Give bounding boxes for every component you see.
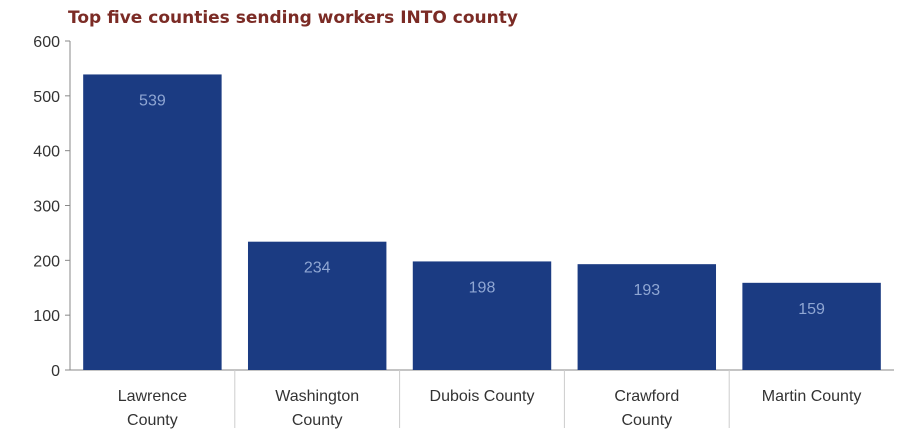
y-tick-label: 600 — [33, 34, 60, 51]
category-label: Crawford — [614, 388, 679, 405]
y-tick-label: 300 — [33, 199, 60, 216]
bar — [412, 261, 552, 370]
bar-data-label: 159 — [798, 301, 825, 318]
category-label: County — [292, 412, 343, 429]
chart-title: Top five counties sending workers INTO c… — [68, 8, 518, 28]
y-tick-label: 0 — [51, 363, 60, 380]
chart-bars — [83, 74, 881, 370]
category-label: County — [621, 412, 672, 429]
bar-data-label: 198 — [469, 279, 496, 296]
category-label: Lawrence — [118, 388, 187, 405]
y-tick-label: 200 — [33, 253, 60, 270]
bar-data-label: 193 — [633, 282, 660, 299]
bar — [83, 74, 222, 370]
bar-data-label: 234 — [304, 260, 331, 277]
bar-data-label: 539 — [139, 92, 166, 109]
category-label: Martin County — [762, 388, 862, 405]
y-tick-label: 400 — [33, 144, 60, 161]
y-tick-label: 500 — [33, 89, 60, 106]
bar — [742, 282, 881, 370]
bar — [577, 264, 717, 370]
category-label: Washington — [275, 388, 359, 405]
category-label: Dubois County — [430, 388, 535, 405]
category-label: County — [127, 412, 178, 429]
bar — [247, 241, 387, 370]
y-tick-label: 100 — [33, 308, 60, 325]
chart-labels: 539 Lawrence County 234 Washington County 198 D… — [118, 92, 862, 429]
